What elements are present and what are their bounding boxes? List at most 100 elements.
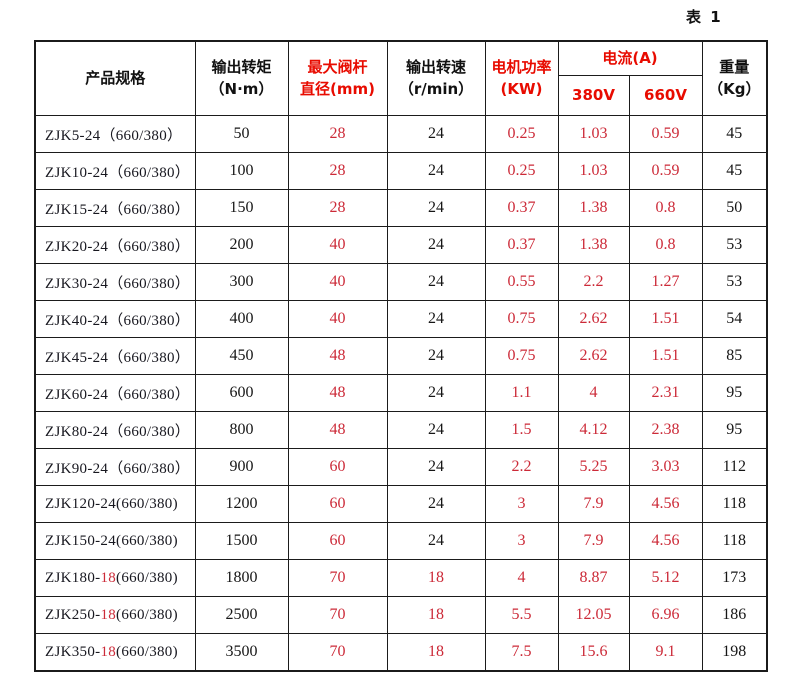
- current-660v-cell: 2.31: [628, 374, 703, 412]
- power-cell: 1.5: [484, 411, 559, 449]
- model-voltage-suffix: （660/380）: [108, 275, 191, 292]
- model-cell: ZJK15-24（660/380）: [34, 189, 196, 227]
- speed-cell: 24: [386, 374, 486, 412]
- speed-cell: 24: [386, 263, 486, 301]
- torque-cell: 1500: [194, 522, 289, 560]
- speed-cell: 24: [386, 337, 486, 375]
- stem-diameter-cell: 70: [287, 633, 388, 672]
- current-380v-cell: 2.62: [557, 337, 630, 375]
- model-text: ZJK90-24: [45, 460, 109, 477]
- stem-diameter-cell: 28: [287, 189, 388, 227]
- speed-cell: 24: [386, 522, 486, 560]
- torque-cell: 300: [194, 263, 289, 301]
- power-cell: 5.5: [484, 596, 559, 634]
- model-voltage-suffix: （660/380）: [108, 460, 191, 477]
- model-speed-suffix: 18: [100, 606, 117, 623]
- header-motor-power: 电机功率 (KW): [484, 40, 559, 116]
- model-cell: ZJK90-24（660/380）: [34, 448, 196, 486]
- model-cell: ZJK180-18(660/380): [34, 559, 196, 597]
- current-660v-cell: 3.03: [628, 448, 703, 486]
- model-text: ZJK180-: [45, 569, 101, 586]
- torque-cell: 400: [194, 300, 289, 338]
- spec-table: 产品规格 输出转矩 （N·m） 最大阀杆 直径(mm) 输出转速 （r/min）…: [34, 40, 769, 672]
- torque-cell: 600: [194, 374, 289, 412]
- header-output-speed: 输出转速 （r/min）: [386, 40, 486, 116]
- power-cell: 0.37: [484, 189, 559, 227]
- model-voltage-suffix: （660/380）: [108, 386, 191, 403]
- current-660v-cell: 0.59: [628, 152, 703, 190]
- current-380v-cell: 7.9: [557, 522, 630, 560]
- model-text: ZJK45-24: [45, 349, 109, 366]
- power-cell: 0.25: [484, 115, 559, 153]
- current-660v-cell: 1.51: [628, 300, 703, 338]
- stem-diameter-cell: 28: [287, 152, 388, 190]
- current-660v-cell: 4.56: [628, 522, 703, 560]
- stem-diameter-cell: 70: [287, 596, 388, 634]
- speed-cell: 24: [386, 300, 486, 338]
- model-cell: ZJK40-24（660/380）: [34, 300, 196, 338]
- current-660v-cell: 5.12: [628, 559, 703, 597]
- weight-cell: 45: [701, 115, 768, 153]
- header-product-spec-label: 产品规格: [85, 68, 146, 87]
- model-cell: ZJK80-24（660/380）: [34, 411, 196, 449]
- current-660v-cell: 0.8: [628, 226, 703, 264]
- table-row: ZJK150-24(660/380) 1500 60 24 3 7.9 4.56 118: [34, 522, 768, 560]
- torque-cell: 800: [194, 411, 289, 449]
- weight-cell: 50: [701, 189, 768, 227]
- model-voltage-suffix: (660/380): [116, 495, 178, 512]
- power-cell: 7.5: [484, 633, 559, 672]
- table-row: ZJK20-24（660/380） 200 40 24 0.37 1.38 0.8 53: [34, 226, 768, 264]
- power-cell: 0.75: [484, 300, 559, 338]
- current-660v-cell: 4.56: [628, 485, 703, 523]
- weight-cell: 54: [701, 300, 768, 338]
- model-text: ZJK60-24: [45, 386, 109, 403]
- torque-cell: 1800: [194, 559, 289, 597]
- model-text: ZJK150-24: [45, 532, 117, 549]
- table-row: ZJK80-24（660/380） 800 48 24 1.5 4.12 2.38 95: [34, 411, 768, 449]
- spec-table-body: ZJK5-24（660/380） 50 28 24 0.25 1.03 0.59 45 ZJK1…: [34, 115, 768, 672]
- stem-diameter-cell: 70: [287, 559, 388, 597]
- header-product-spec: 产品规格: [34, 40, 196, 116]
- power-cell: 2.2: [484, 448, 559, 486]
- table-row: ZJK180-18(660/380) 1800 70 18 4 8.87 5.12 173: [34, 559, 768, 597]
- table-row: ZJK30-24（660/380） 300 40 24 0.55 2.2 1.27 53: [34, 263, 768, 301]
- speed-cell: 24: [386, 189, 486, 227]
- weight-cell: 186: [701, 596, 768, 634]
- model-voltage-suffix: （660/380）: [108, 238, 191, 255]
- current-380v-cell: 5.25: [557, 448, 630, 486]
- weight-cell: 112: [701, 448, 768, 486]
- weight-cell: 85: [701, 337, 768, 375]
- model-text: ZJK5-24: [45, 127, 101, 144]
- current-380v-cell: 1.38: [557, 189, 630, 227]
- speed-cell: 18: [386, 596, 486, 634]
- table-row: ZJK350-18(660/380) 3500 70 18 7.5 15.6 9.1 198: [34, 633, 768, 672]
- power-cell: 0.25: [484, 152, 559, 190]
- table-row: ZJK120-24(660/380) 1200 60 24 3 7.9 4.56 118: [34, 485, 768, 523]
- current-380v-cell: 15.6: [557, 633, 630, 672]
- weight-cell: 53: [701, 263, 768, 301]
- stem-diameter-cell: 40: [287, 263, 388, 301]
- torque-cell: 3500: [194, 633, 289, 672]
- spec-table-header: 产品规格 输出转矩 （N·m） 最大阀杆 直径(mm) 输出转速 （r/min）…: [34, 40, 768, 116]
- weight-cell: 118: [701, 522, 768, 560]
- speed-cell: 24: [386, 448, 486, 486]
- torque-cell: 50: [194, 115, 289, 153]
- torque-cell: 150: [194, 189, 289, 227]
- current-380v-cell: 4: [557, 374, 630, 412]
- current-660v-cell: 2.38: [628, 411, 703, 449]
- model-voltage-suffix: （660/380）: [100, 127, 183, 144]
- power-cell: 0.55: [484, 263, 559, 301]
- table-number-label: 表 1: [686, 8, 723, 26]
- model-voltage-suffix: （660/380）: [108, 201, 191, 218]
- header-output-torque: 输出转矩 （N·m）: [194, 40, 289, 116]
- stem-diameter-cell: 48: [287, 337, 388, 375]
- current-660v-cell: 6.96: [628, 596, 703, 634]
- current-380v-cell: 12.05: [557, 596, 630, 634]
- table-row: ZJK90-24（660/380） 900 60 24 2.2 5.25 3.03 112: [34, 448, 768, 486]
- current-380v-cell: 1.38: [557, 226, 630, 264]
- table-row: ZJK250-18(660/380) 2500 70 18 5.5 12.05 6.96 18…: [34, 596, 768, 634]
- weight-cell: 198: [701, 633, 768, 672]
- table-row: ZJK5-24（660/380） 50 28 24 0.25 1.03 0.59 45: [34, 115, 768, 153]
- model-cell: ZJK5-24（660/380）: [34, 115, 196, 153]
- model-cell: ZJK120-24(660/380): [34, 485, 196, 523]
